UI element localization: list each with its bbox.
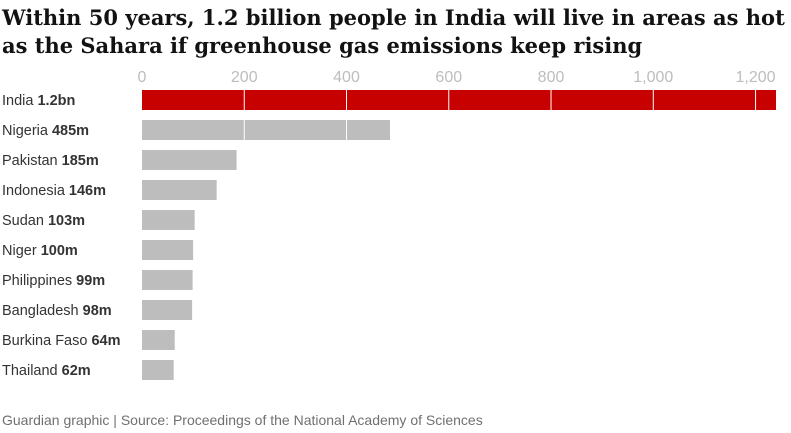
- category-label: Thailand 62m: [2, 363, 91, 379]
- value-label: 185m: [62, 153, 99, 169]
- value-label: 99m: [76, 273, 105, 289]
- country-name: Pakistan: [2, 153, 62, 169]
- category-label: Sudan 103m: [2, 213, 85, 229]
- category-label: Pakistan 185m: [2, 153, 99, 169]
- value-label: 103m: [48, 213, 85, 229]
- country-name: Niger: [2, 243, 41, 259]
- value-label: 100m: [41, 243, 78, 259]
- x-tick-label: 400: [333, 69, 360, 86]
- value-label: 1.2bn: [37, 93, 75, 109]
- category-label: Nigeria 485m: [2, 123, 89, 139]
- bar-burkina-faso: [142, 330, 175, 350]
- value-label: 62m: [62, 363, 91, 379]
- bar-indonesia: [142, 180, 217, 200]
- country-name: India: [2, 93, 37, 109]
- country-name: Sudan: [2, 213, 48, 229]
- bar-nigeria: [142, 120, 390, 140]
- bar-india: [142, 90, 776, 110]
- country-name: Thailand: [2, 363, 62, 379]
- category-label: Burkina Faso 64m: [2, 333, 121, 349]
- bar-pakistan: [142, 150, 237, 170]
- category-label: Philippines 99m: [2, 273, 105, 289]
- bar-chart: 0 200 400 600 800 1,000 1,200 India 1.2bn Nigeri…: [2, 69, 776, 380]
- value-label: 64m: [91, 333, 120, 349]
- country-name: Burkina Faso: [2, 333, 91, 349]
- x-tick-label: 600: [435, 69, 462, 86]
- bar-philippines: [142, 270, 193, 290]
- country-name: Nigeria: [2, 123, 52, 139]
- x-tick-label: 1,200: [736, 69, 776, 86]
- value-label: 485m: [52, 123, 89, 139]
- country-name: Philippines: [2, 273, 76, 289]
- value-label: 146m: [69, 183, 106, 199]
- category-label: India 1.2bn: [2, 93, 75, 109]
- category-label: Niger 100m: [2, 243, 78, 259]
- source-note: Guardian graphic | Source: Proceedings o…: [2, 412, 483, 428]
- x-tick-label: 800: [538, 69, 565, 86]
- country-name: Bangladesh: [2, 303, 83, 319]
- bar-thailand: [142, 360, 174, 380]
- bar-bangladesh: [142, 300, 193, 320]
- bar-sudan: [142, 210, 195, 230]
- bar-niger: [142, 240, 194, 260]
- x-tick-label: 200: [231, 69, 258, 86]
- chart-title: Within 50 years, 1.2 billion people in I…: [2, 5, 785, 58]
- x-tick-label: 1,000: [633, 69, 673, 86]
- category-label: Bangladesh 98m: [2, 303, 112, 319]
- value-label: 98m: [83, 303, 112, 319]
- x-tick-label: 0: [138, 69, 147, 86]
- category-label: Indonesia 146m: [2, 183, 106, 199]
- country-name: Indonesia: [2, 183, 69, 199]
